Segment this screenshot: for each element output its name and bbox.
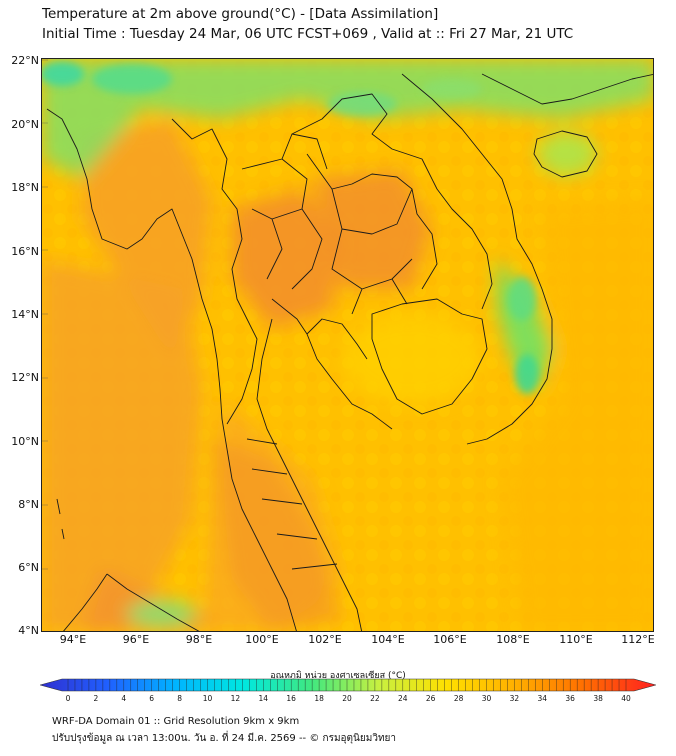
colorbar-tick-label: 22 (370, 694, 380, 703)
colorbar-tick-label: 18 (314, 694, 324, 703)
colorbar-tick-label: 6 (149, 694, 155, 703)
thai-east-coast (306, 318, 368, 360)
lon-label-112: 112°E (621, 633, 655, 646)
myanmar-hot (82, 119, 212, 359)
peninsula-west (221, 418, 297, 631)
myanmar-coast (46, 108, 223, 420)
colorbar-tick-label: 14 (258, 694, 269, 703)
colorbar-tick-label: 16 (286, 694, 296, 703)
lat-label-10: 10°N (11, 435, 39, 448)
map-canvas (42, 59, 653, 631)
colorbar-tick-label: 8 (177, 694, 182, 703)
country-borders (46, 73, 653, 631)
lat-label-18: 18°N (11, 181, 39, 194)
lat-label-22: 22°N (11, 54, 39, 67)
lat-label-12: 12°N (11, 371, 39, 384)
mekong-border (306, 153, 438, 290)
thai-provinces-north (241, 133, 328, 290)
lat-label-20: 20°N (11, 118, 39, 131)
lon-label-106: 106°E (433, 633, 467, 646)
temperature-map (41, 58, 654, 632)
lat-label-16: 16°N (11, 245, 39, 258)
colorbar-tick-label: 40 (621, 694, 631, 703)
colorbar-tick-label: 0 (65, 694, 71, 703)
colorbar (40, 678, 656, 692)
colorbar-tick-label: 34 (537, 694, 548, 703)
footer-model-info: WRF-DA Domain 01 :: Grid Resolution 9km … (52, 716, 300, 727)
gulf-coast (271, 298, 393, 430)
colorbar-tick-label: 30 (481, 694, 492, 703)
lat-label-4: 4°N (18, 624, 39, 637)
isan-hot (312, 169, 432, 289)
myanmar-thailand-border (171, 118, 258, 425)
colorbar-tick-label: 12 (230, 694, 241, 703)
vietnam-coast (401, 73, 553, 445)
colorbar-tick-label: 20 (342, 694, 352, 703)
lon-label-108: 108°E (496, 633, 530, 646)
lat-label-14: 14°N (11, 308, 39, 321)
map-title: Temperature at 2m above ground(°C) - [Da… (42, 6, 439, 22)
andaman-islands (56, 498, 65, 540)
colorbar-tick-label: 28 (453, 694, 464, 703)
colorbar-title: อุณหภูมิ หน่วย องศาเซลเซียส (°C) (270, 671, 406, 681)
sumatra-coast (63, 573, 200, 631)
colorbar-body (40, 678, 656, 692)
temperature-field (42, 59, 653, 631)
colorbar-tick-marks (67, 679, 627, 691)
hainan-outline (533, 130, 598, 178)
colorbar-tick-label: 4 (121, 694, 127, 703)
hainan-cool (537, 132, 597, 176)
isan-provinces (331, 188, 413, 315)
lon-label-104: 104°E (371, 633, 405, 646)
colorbar-tick-label: 2 (93, 694, 99, 703)
footer-update-info: ปรับปรุงข้อมูล ณ เวลา 13:00น. วัน อ. ที่… (52, 733, 397, 744)
colorbar-tick-label: 38 (593, 694, 603, 703)
hot-ocean-west (42, 259, 202, 631)
graticule (42, 59, 48, 570)
cambodia-border (371, 298, 488, 415)
south-china-sea (502, 199, 653, 631)
colorbar-tick-label: 10 (202, 694, 213, 703)
peninsula-east (256, 318, 363, 631)
lat-label-8: 8°N (18, 498, 39, 511)
lon-label-100: 100°E (245, 633, 279, 646)
map-subtitle: Initial Time : Tuesday 24 Mar, 06 UTC FC… (42, 26, 574, 42)
lon-label-94: 94°E (59, 633, 87, 646)
colorbar-tick-label: 36 (565, 694, 575, 703)
lon-label-110: 110°E (559, 633, 593, 646)
colorbar-tick-label: 32 (509, 694, 520, 703)
sumatra-cool (127, 600, 197, 628)
china-coast (481, 73, 653, 105)
laos-north (291, 93, 493, 310)
peninsula-hot (212, 439, 342, 631)
lon-label-96: 96°E (122, 633, 150, 646)
peninsula-provinces (246, 438, 338, 570)
thailand-hot (232, 189, 342, 329)
lon-label-98: 98°E (185, 633, 213, 646)
cambodia-field (342, 314, 482, 404)
lon-label-102: 102°E (308, 633, 342, 646)
colorbar-tick-label: 24 (398, 694, 408, 703)
north-cool (42, 59, 653, 179)
green-patches (42, 62, 539, 394)
colorbar-tick-label: 26 (425, 694, 436, 703)
lat-label-6: 6°N (18, 561, 39, 574)
